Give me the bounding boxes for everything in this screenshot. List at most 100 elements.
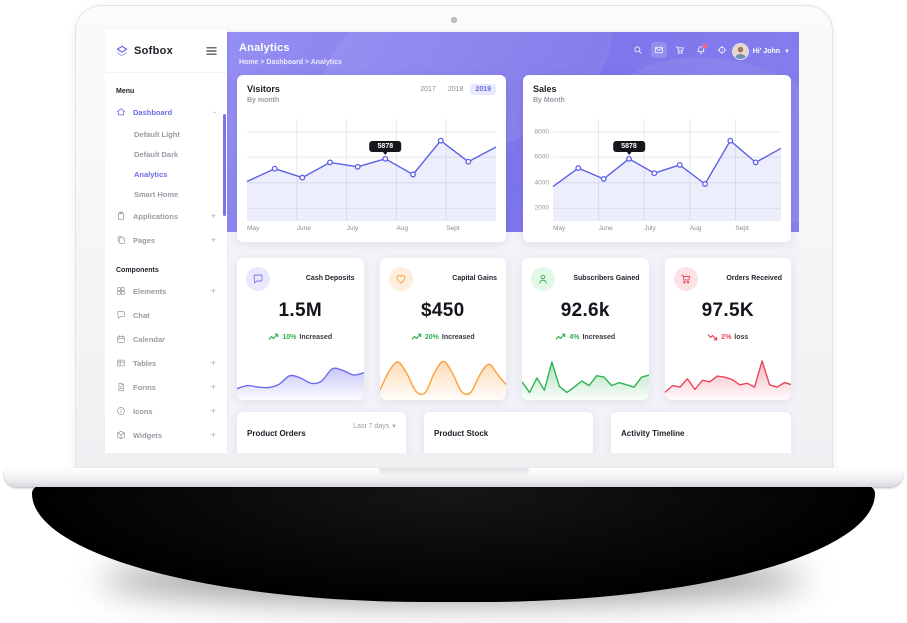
sidebar-item-calendar[interactable]: Calendar: [105, 327, 227, 351]
chevron-down-icon: ▼: [391, 424, 397, 430]
stat-card-cash-deposits: Cash Deposits 1.5M 10% Increased: [237, 258, 364, 400]
bell-icon: [696, 45, 706, 55]
sidebar-subitem-default-light[interactable]: Default Light: [134, 129, 180, 139]
stat-title: Cash Deposits: [305, 275, 355, 282]
logo[interactable]: Sofbox: [105, 30, 227, 73]
x-axis-label: May: [553, 225, 566, 232]
laptop-camera-icon: [451, 17, 457, 23]
home-icon: [116, 107, 126, 117]
stat-value: 92.6k: [560, 300, 610, 321]
stat-card-subscribers-gained: Subscribers Gained 92.6k 4% Increased: [522, 258, 649, 400]
x-axis-label: July: [644, 225, 656, 232]
sidebar-subitem-analytics[interactable]: Analytics: [134, 169, 168, 179]
sidebar-subitem-smart-home[interactable]: Smart Home: [134, 189, 179, 199]
year-tabs: 2017 2018 2019: [415, 84, 496, 104]
sidebar-item-tables[interactable]: Tables +: [105, 351, 227, 375]
stat-change: 4% Increased: [522, 333, 649, 341]
x-axis-label: July: [346, 225, 359, 232]
sales-card: Sales By Month 2000 4000 6000 8000 5878 May Ju…: [523, 75, 791, 242]
avatar: [731, 43, 749, 60]
sales-card-subtitle: By Month: [533, 97, 565, 104]
visitors-card: Visitors By month 2017 2018 2019 5878 May…: [237, 75, 506, 242]
sidebar: Sofbox Menu Dashboard - Default Light Defaul…: [105, 30, 227, 453]
sidebar-item-widgets[interactable]: Widgets +: [105, 423, 227, 447]
locate-button[interactable]: [717, 45, 727, 55]
cart-icon: [680, 273, 692, 285]
page-title: Analytics: [239, 42, 290, 54]
sales-card-title: Sales: [533, 84, 557, 94]
expand-indicator: +: [210, 211, 216, 221]
date-filter-dropdown[interactable]: Last 7 days ▼: [353, 423, 397, 430]
tab-2017[interactable]: 2017: [420, 86, 436, 93]
expand-indicator: +: [210, 235, 216, 245]
chart-tooltip: 5878: [613, 140, 645, 152]
stat-value: $450: [421, 300, 465, 321]
stat-change: 2% loss: [665, 333, 792, 341]
y-axis-label: 8000: [534, 128, 549, 136]
visitors-line-chart: 5878 May June July Aug Sept: [246, 119, 497, 234]
product-orders-title: Product Orders: [247, 429, 306, 438]
chart-tooltip: 5878: [369, 140, 402, 152]
sidebar-item-pages[interactable]: Pages +: [105, 228, 227, 252]
expand-indicator: +: [210, 406, 216, 416]
bell-button[interactable]: [696, 43, 708, 55]
dashboard-screen: Analytics Home > Dashboard > Analytics H…: [105, 30, 799, 453]
sidebar-item-elements[interactable]: Elements +: [105, 279, 227, 303]
expand-indicator: +: [210, 430, 216, 440]
trend-up-icon: [555, 333, 566, 340]
x-axis-label: June: [598, 225, 613, 232]
sofbox-logo-icon: [115, 44, 129, 58]
sidebar-item-chat[interactable]: Chat: [105, 303, 227, 327]
sidebar-item-applications[interactable]: Applications +: [105, 204, 227, 228]
file-icon: [116, 382, 126, 392]
visitors-card-title: Visitors: [247, 84, 280, 94]
stat-cards-row: Cash Deposits 1.5M 10% Increased Capital …: [237, 258, 791, 400]
pages-icon: [116, 235, 126, 245]
sales-line-chart: 2000 4000 6000 8000 5878 May June July Aug Sept: [533, 119, 782, 234]
tab-2019[interactable]: 2019: [470, 84, 496, 95]
y-axis-label: 2000: [534, 204, 549, 212]
search-icon: [633, 45, 643, 55]
product-orders-card: Product Orders Last 7 days ▼: [237, 412, 406, 453]
cart-button[interactable]: [675, 45, 685, 55]
chevron-down-icon: ▼: [784, 48, 790, 55]
user-greeting: Hi' John: [752, 48, 781, 55]
stat-value: 97.5K: [701, 300, 754, 321]
sidebar-scrollbar[interactable]: [223, 114, 226, 216]
clipboard-icon: [116, 211, 126, 221]
product-stock-card: Product Stock: [424, 412, 593, 453]
mail-icon: [654, 45, 664, 55]
sidebar-item-icons[interactable]: Icons +: [105, 399, 227, 423]
x-axis-label: Sept: [735, 225, 749, 232]
trend-down-icon: [707, 334, 718, 341]
product-stock-title: Product Stock: [434, 429, 489, 438]
sidebar-subitem-default-dark[interactable]: Default Dark: [134, 149, 179, 159]
laptop-base: [4, 468, 903, 487]
chat-icon: [116, 310, 126, 320]
x-axis-label: June: [296, 225, 311, 232]
expand-indicator: +: [210, 382, 216, 392]
breadcrumb[interactable]: Home > Dashboard > Analytics: [239, 59, 342, 66]
trend-up-icon: [268, 333, 279, 340]
expand-indicator: -: [213, 107, 216, 117]
sidebar-item-dashboard[interactable]: Dashboard -: [105, 100, 227, 124]
search-button[interactable]: [633, 45, 643, 55]
stat-change: 20% Increased: [380, 333, 507, 341]
sidebar-toggle-button[interactable]: [206, 46, 217, 56]
tab-2018[interactable]: 2018: [447, 86, 464, 93]
x-axis-label: May: [247, 225, 260, 232]
user-menu[interactable]: Hi' John ▼: [731, 43, 790, 60]
expand-indicator: +: [210, 358, 216, 368]
mail-button[interactable]: [651, 42, 667, 58]
sidebar-item-forms[interactable]: Forms +: [105, 375, 227, 399]
info-icon: [116, 406, 126, 416]
widget-icon: [116, 430, 126, 440]
y-axis-label: 6000: [534, 153, 549, 161]
chat-icon: [252, 273, 264, 285]
visitors-card-subtitle: By month: [247, 97, 280, 104]
sidebar-menu: Menu Dashboard - Default Light Default Dark A…: [105, 88, 227, 447]
logo-text: Sofbox: [134, 45, 174, 57]
stat-card-orders-received: Orders Received 97.5K 2% loss: [664, 258, 792, 400]
sparkline-capital-gains: [379, 354, 506, 400]
sidebar-section-components: Components: [116, 267, 159, 274]
